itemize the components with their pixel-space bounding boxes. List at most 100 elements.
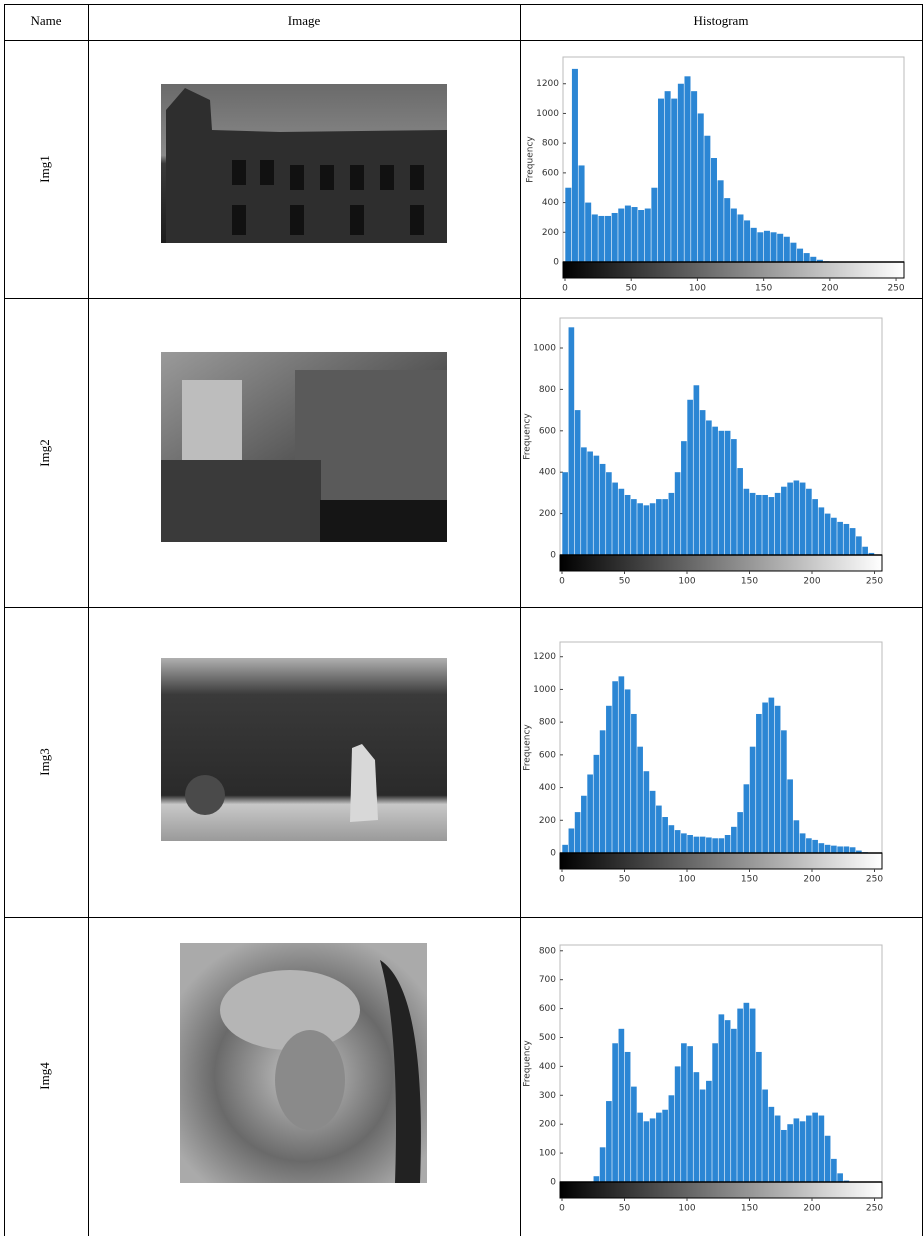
histogram-bar (594, 1176, 600, 1182)
histogram-bar (744, 489, 750, 555)
histogram-bar (787, 483, 793, 555)
x-tick-label: 150 (755, 284, 772, 294)
histogram-bar (691, 91, 697, 262)
histogram-bar (594, 456, 600, 555)
histogram-bar (612, 213, 618, 262)
histogram-bar (650, 791, 656, 853)
header-cell: Histogram (694, 13, 749, 28)
histogram-bar (612, 681, 618, 853)
histogram-bar (637, 1113, 643, 1182)
colorbar (560, 853, 882, 869)
histogram-bar (800, 1121, 806, 1182)
histogram-bar (687, 835, 693, 853)
photo (161, 352, 447, 542)
y-tick-label: 200 (542, 228, 559, 238)
histogram-bar (684, 76, 690, 262)
page: Name Image Histogram Img1 Img2 Img3 Img4… (0, 0, 924, 1236)
histogram-bar (850, 528, 856, 555)
histogram-bar (569, 327, 575, 555)
histogram-bar (612, 1043, 618, 1182)
photo (161, 658, 447, 841)
x-tick-label: 0 (559, 1204, 565, 1214)
histogram-bar (812, 499, 818, 555)
header-cell: Image (288, 13, 321, 28)
histogram-bar (731, 439, 737, 555)
histogram-bar (600, 1147, 606, 1182)
histogram-bar (671, 99, 677, 262)
histogram-bar (606, 472, 612, 555)
y-tick-label: 1000 (533, 344, 556, 354)
header-cell: Name (30, 13, 61, 28)
histogram-bar (587, 452, 593, 555)
y-tick-label: 1000 (533, 685, 556, 695)
histogram-bar (681, 1043, 687, 1182)
histogram-bar (744, 1003, 750, 1182)
histogram-bar (694, 1072, 700, 1182)
histogram-bar (644, 505, 650, 555)
histogram-bar (612, 483, 618, 555)
x-tick-label: 250 (887, 284, 904, 294)
histogram-bar (675, 472, 681, 555)
histogram-bar (837, 846, 843, 853)
histogram-bar (675, 830, 681, 853)
histogram-bar (757, 232, 763, 262)
histogram-bar (804, 253, 810, 262)
photo (161, 84, 447, 243)
histogram-bar (631, 1087, 637, 1182)
y-tick-label: 800 (539, 718, 556, 728)
x-tick-label: 0 (559, 577, 565, 587)
histogram-bar (831, 846, 837, 853)
histogram-bar (744, 784, 750, 853)
histogram-bar (787, 779, 793, 853)
histogram-bar (862, 547, 868, 555)
histogram-bar (825, 514, 831, 555)
histogram-bar (644, 1121, 650, 1182)
histogram-bar (669, 1095, 675, 1182)
x-tick-label: 200 (803, 1204, 820, 1214)
y-tick-label: 700 (539, 975, 556, 985)
histogram-bar (644, 771, 650, 853)
histogram-bar (669, 493, 675, 555)
histogram-bar (850, 847, 856, 853)
histogram-bar (777, 234, 783, 262)
histogram-bar (806, 489, 812, 555)
colorbar (560, 555, 882, 571)
y-axis-label: Frequency (526, 136, 536, 183)
histogram-bar (731, 209, 737, 262)
histogram-bar (625, 495, 631, 555)
histogram-bar (638, 210, 644, 262)
y-tick-label: 0 (550, 551, 556, 561)
y-tick-label: 400 (539, 783, 556, 793)
histogram-bar (718, 180, 724, 262)
y-tick-label: 0 (553, 258, 559, 268)
histogram-bar (731, 827, 737, 853)
histogram-bar (756, 714, 762, 853)
y-tick-label: 200 (539, 816, 556, 826)
histogram-bar (719, 431, 725, 555)
histogram-bar (579, 165, 585, 262)
histogram-bar (694, 385, 700, 555)
y-tick-label: 800 (539, 946, 556, 956)
x-tick-label: 100 (678, 875, 695, 885)
histogram-bar (631, 499, 637, 555)
histogram-bar (650, 1118, 656, 1182)
histogram-bar (762, 703, 768, 853)
histogram-bar (711, 158, 717, 262)
histogram-bar (651, 188, 657, 262)
histogram-bar (756, 495, 762, 555)
histogram-bar (572, 69, 578, 262)
histogram-bar (750, 747, 756, 853)
y-tick-label: 1000 (536, 109, 559, 119)
histogram-bar (569, 828, 575, 853)
histogram-bar (769, 497, 775, 555)
x-tick-label: 200 (803, 577, 820, 587)
histogram-bar (844, 524, 850, 555)
histogram-bar (750, 493, 756, 555)
histogram-bar (806, 838, 812, 853)
histogram-bar (825, 1136, 831, 1182)
histogram-bar (775, 1116, 781, 1182)
histogram-bar (681, 833, 687, 853)
colorbar (560, 1182, 882, 1198)
histogram-bar (800, 483, 806, 555)
histogram-bar (744, 220, 750, 262)
